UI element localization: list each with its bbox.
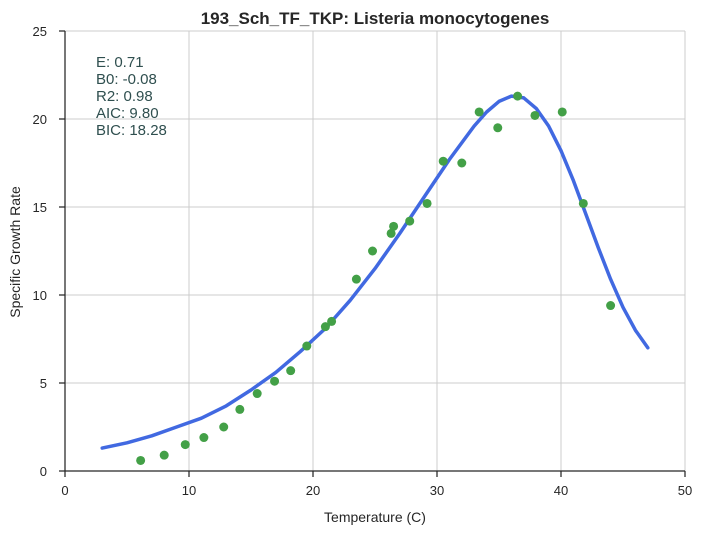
data-point [136, 455, 146, 465]
data-point [351, 274, 361, 284]
data-point [320, 322, 330, 332]
x-tick-label: 10 [182, 483, 196, 498]
data-point [578, 198, 588, 208]
data-points [136, 91, 616, 465]
data-point [606, 301, 616, 311]
fit-statistics: E: 0.71 B0: -0.08 R2: 0.98 AIC: 9.80 BIC… [96, 54, 167, 139]
data-point [513, 91, 523, 101]
x-tick-label: 0 [61, 483, 68, 498]
axes [64, 31, 685, 472]
data-point [286, 366, 296, 376]
fit-curve [100, 94, 650, 450]
annotation-aic: AIC: 9.80 [96, 105, 159, 122]
tick-marks: 0 10 20 30 40 50 0 5 10 15 20 25 [33, 24, 693, 498]
grid-lines [65, 30, 686, 471]
data-point [389, 221, 399, 231]
data-point [159, 450, 169, 460]
data-point [386, 228, 396, 238]
data-point [180, 440, 190, 450]
data-point [493, 123, 503, 133]
data-point [302, 341, 312, 351]
annotation-b0: B0: -0.08 [96, 71, 157, 88]
y-axis-label: Specific Growth Rate [7, 186, 23, 318]
data-point [557, 107, 567, 117]
data-point [327, 316, 337, 326]
data-point [270, 376, 280, 386]
fit-curve-layer [100, 94, 650, 450]
chart-title: 193_Sch_TF_TKP: Listeria monocytogenes [201, 9, 550, 28]
y-tick-label: 15 [33, 200, 47, 215]
data-point [235, 404, 245, 414]
data-point [422, 198, 432, 208]
y-tick-label: 5 [40, 376, 47, 391]
data-point [368, 246, 378, 256]
x-tick-label: 20 [306, 483, 320, 498]
annotation-r2: R2: 0.98 [96, 88, 153, 105]
y-tick-label: 0 [40, 464, 47, 479]
data-point [405, 216, 415, 226]
data-point [457, 158, 467, 168]
data-point [252, 389, 262, 399]
data-point [199, 433, 209, 443]
x-axis-label: Temperature (C) [324, 509, 426, 525]
annotation-bic: BIC: 18.28 [96, 122, 167, 139]
data-point [438, 156, 448, 166]
x-tick-label: 30 [430, 483, 444, 498]
data-point [530, 110, 540, 120]
y-tick-label: 20 [33, 112, 47, 127]
y-tick-label: 10 [33, 288, 47, 303]
annotation-e: E: 0.71 [96, 54, 144, 71]
data-point [474, 107, 484, 117]
y-tick-label: 25 [33, 24, 47, 39]
data-point [219, 422, 229, 432]
x-tick-label: 40 [554, 483, 568, 498]
x-tick-label: 50 [678, 483, 692, 498]
